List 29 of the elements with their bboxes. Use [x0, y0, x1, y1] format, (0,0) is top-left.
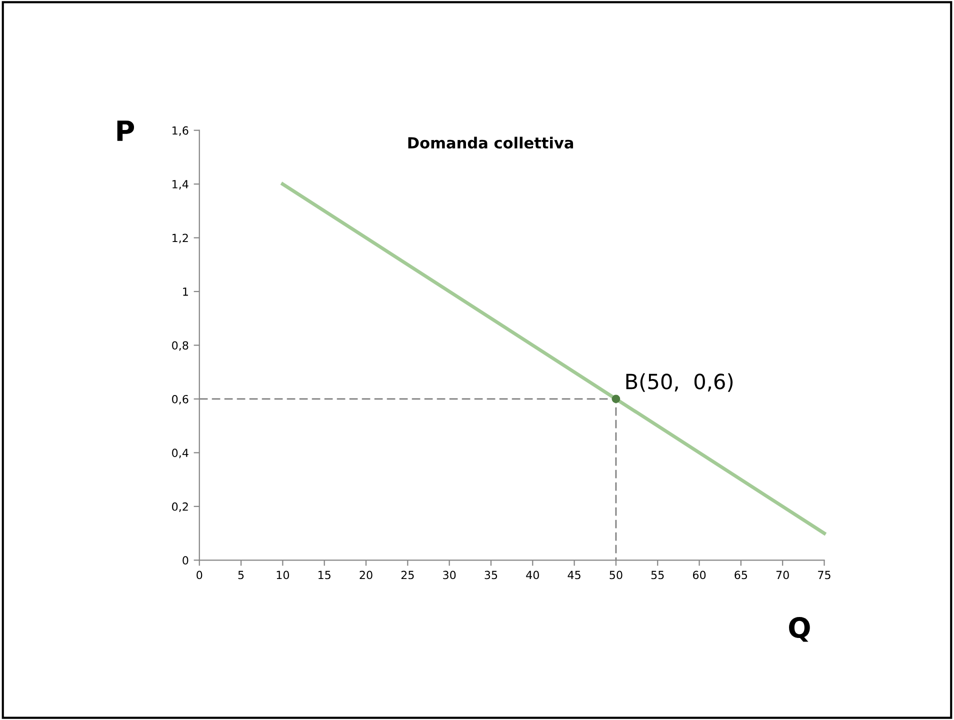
x-tick-label: 15: [318, 570, 330, 580]
x-tick-label: 5: [238, 570, 244, 580]
y-tick-label: 1,2: [172, 234, 188, 244]
x-tick-label: 65: [734, 570, 748, 580]
x-tick-label: 30: [443, 570, 456, 580]
y-tick-label: 1,4: [172, 180, 188, 190]
x-tick-label: 35: [484, 570, 498, 580]
x-axis-title: Q: [789, 617, 810, 642]
chart-title: Domanda collettiva: [408, 136, 574, 149]
y-tick-label: 0,6: [172, 394, 188, 404]
x-tick-label: 40: [526, 570, 539, 580]
x-tick-label: 50: [610, 570, 622, 580]
x-tick-label: 20: [360, 570, 372, 580]
x-tick-label: 70: [776, 570, 789, 580]
x-tick-label: 25: [401, 570, 414, 580]
x-tick-label: 75: [818, 570, 830, 580]
y-tick-label: 0,4: [172, 448, 188, 458]
x-tick-label: 55: [651, 570, 664, 580]
x-tick-label: 0: [196, 570, 202, 580]
y-tick-label: 1,6: [172, 126, 188, 136]
y-tick-label: 0,8: [172, 341, 188, 351]
annotation: B(50, 0,6): [626, 373, 733, 392]
y-axis-title: P: [117, 120, 134, 141]
x-tick-label: 10: [276, 570, 290, 580]
y-tick-label: 0,2: [172, 502, 188, 512]
x-tick-label: 45: [568, 570, 580, 580]
x-tick-label: 60: [692, 570, 706, 580]
y-tick-label: 0: [182, 556, 188, 565]
y-tick-label: 1: [183, 288, 188, 296]
